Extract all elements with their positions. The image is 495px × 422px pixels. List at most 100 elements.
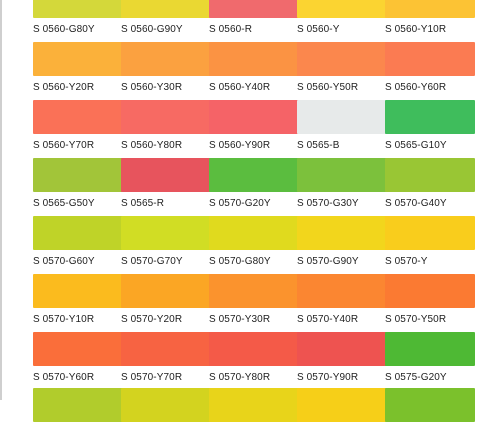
color-swatch [297, 274, 387, 308]
color-swatch [209, 388, 299, 422]
color-swatch [297, 100, 387, 134]
swatch-card: S 0560-G80Y [33, 0, 123, 35]
swatch-card: S 0570-Y60R [33, 332, 123, 383]
swatch-label: S 0570-G30Y [297, 198, 359, 209]
swatch-label: S 0565-G50Y [33, 198, 95, 209]
swatch-card: S 0565-B [297, 100, 387, 151]
color-swatch [209, 332, 299, 366]
swatch-label: S 0570-Y50R [385, 314, 447, 325]
page-edge [0, 0, 2, 400]
color-swatch [385, 388, 475, 422]
swatch-card: S 0575-G20Y [385, 332, 475, 383]
swatch-label: S 0570-G60Y [33, 256, 95, 267]
swatch-card: S 0570-G40Y [385, 158, 475, 209]
color-swatch [297, 216, 387, 250]
color-swatch [33, 274, 123, 308]
swatch-label: S 0570-Y70R [121, 372, 183, 383]
color-swatch [385, 274, 475, 308]
color-swatch [385, 332, 475, 366]
color-swatch [297, 158, 387, 192]
swatch-label: S 0570-G20Y [209, 198, 271, 209]
color-swatch [209, 42, 299, 76]
color-swatch [121, 332, 211, 366]
swatch-card: S 0560-Y30R [121, 42, 211, 93]
swatch-label: S 0570-Y30R [209, 314, 271, 325]
color-swatch [121, 0, 211, 18]
swatch-label: S 0560-Y70R [33, 140, 95, 151]
color-swatch [121, 158, 211, 192]
swatch-card: S 0565-R [121, 158, 211, 209]
swatch-label: S 0575-G20Y [385, 372, 447, 383]
swatch-label: S 0570-G80Y [209, 256, 271, 267]
color-swatch [121, 274, 211, 308]
color-swatch [297, 388, 387, 422]
color-swatch [385, 0, 475, 18]
swatch-card: S 0570-Y90R [297, 332, 387, 383]
swatch-label: S 0570-Y90R [297, 372, 359, 383]
swatch-card: S 0570-G70Y [121, 216, 211, 267]
color-swatch [121, 388, 211, 422]
color-swatch-grid: S 0560-G80Y S 0560-G90Y S 0560-R S 0560-Y S … [33, 0, 475, 422]
swatch-label: S 0570-G40Y [385, 198, 447, 209]
swatch-label: S 0560-G80Y [33, 24, 95, 35]
swatch-label: S 0570-Y40R [297, 314, 359, 325]
swatch-card [385, 388, 475, 422]
swatch-label: S 0570-Y60R [33, 372, 95, 383]
color-swatch [297, 332, 387, 366]
swatch-card: S 0560-Y60R [385, 42, 475, 93]
swatch-card: S 0570-Y80R [209, 332, 299, 383]
swatch-card: S 0560-Y40R [209, 42, 299, 93]
swatch-card: S 0570-Y50R [385, 274, 475, 325]
swatch-label: S 0565-R [121, 198, 165, 209]
swatch-label: S 0560-R [209, 24, 253, 35]
color-swatch [209, 158, 299, 192]
swatch-card: S 0570-Y10R [33, 274, 123, 325]
color-swatch [209, 100, 299, 134]
swatch-label: S 0560-Y80R [121, 140, 183, 151]
color-swatch [121, 100, 211, 134]
swatch-label: S 0565-G10Y [385, 140, 447, 151]
swatch-label: S 0570-G70Y [121, 256, 183, 267]
swatch-label: S 0570-G90Y [297, 256, 359, 267]
swatch-card: S 0570-G80Y [209, 216, 299, 267]
color-swatch [209, 0, 299, 18]
color-swatch [121, 42, 211, 76]
color-swatch [33, 388, 123, 422]
swatch-label: S 0560-Y90R [209, 140, 271, 151]
swatch-card: S 0570-Y40R [297, 274, 387, 325]
color-swatch [385, 216, 475, 250]
swatch-card: S 0560-R [209, 0, 299, 35]
swatch-card [209, 388, 299, 422]
swatch-label: S 0570-Y20R [121, 314, 183, 325]
color-swatch [209, 274, 299, 308]
swatch-card: S 0565-G50Y [33, 158, 123, 209]
color-swatch [33, 0, 123, 18]
swatch-label: S 0560-Y50R [297, 82, 359, 93]
swatch-label: S 0565-B [297, 140, 340, 151]
color-swatch [33, 216, 123, 250]
swatch-label: S 0570-Y80R [209, 372, 271, 383]
swatch-card: S 0560-Y80R [121, 100, 211, 151]
swatch-card: S 0560-G90Y [121, 0, 211, 35]
swatch-card: S 0560-Y50R [297, 42, 387, 93]
color-swatch [297, 0, 387, 18]
swatch-card: S 0570-G90Y [297, 216, 387, 267]
swatch-label: S 0570-Y [385, 256, 428, 267]
swatch-card: S 0565-G10Y [385, 100, 475, 151]
swatch-card: S 0570-G20Y [209, 158, 299, 209]
color-swatch [121, 216, 211, 250]
swatch-card: S 0560-Y90R [209, 100, 299, 151]
swatch-label: S 0560-Y20R [33, 82, 95, 93]
swatch-card: S 0560-Y10R [385, 0, 475, 35]
swatch-label: S 0560-G90Y [121, 24, 183, 35]
swatch-card: S 0560-Y [297, 0, 387, 35]
color-swatch [209, 216, 299, 250]
color-swatch [33, 100, 123, 134]
color-swatch [385, 158, 475, 192]
color-swatch [33, 332, 123, 366]
color-swatch [385, 100, 475, 134]
swatch-label: S 0560-Y30R [121, 82, 183, 93]
swatch-label: S 0570-Y10R [33, 314, 95, 325]
color-swatch [33, 158, 123, 192]
swatch-card [33, 388, 123, 422]
